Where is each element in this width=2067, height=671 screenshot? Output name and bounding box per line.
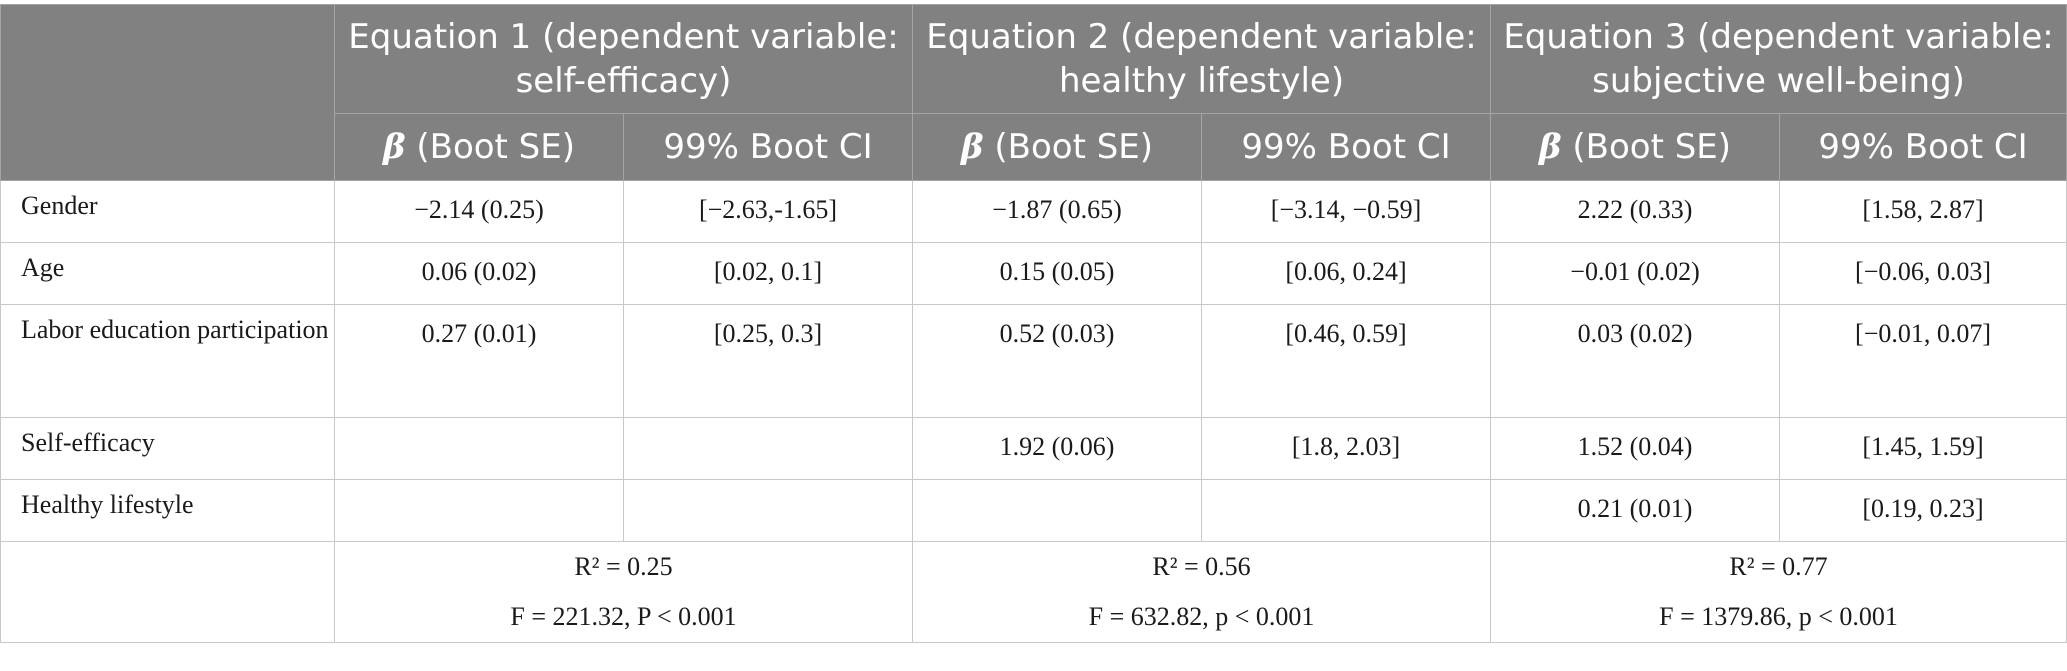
table-cell: [1.45, 1.59]	[1779, 417, 2067, 480]
stats-label-cell	[0, 541, 335, 643]
table-cell: −0.01 (0.02)	[1490, 242, 1781, 305]
table-cell: [0.46, 0.59]	[1201, 304, 1492, 418]
table-row: Healthy lifestyle 0.21 (0.01) [0.19, 0.2…	[0, 479, 2067, 542]
table-cell	[1201, 479, 1492, 542]
corner-cell	[0, 4, 335, 181]
table-cell: [1.58, 2.87]	[1779, 180, 2067, 243]
table-cell	[912, 479, 1203, 542]
row-label: Age	[0, 242, 335, 305]
table-cell: 0.03 (0.02)	[1490, 304, 1781, 418]
equation-2-header: Equation 2 (dependent variable: healthy …	[912, 4, 1492, 114]
table-cell	[334, 417, 624, 480]
equation-3-header: Equation 3 (dependent variable: subjecti…	[1490, 4, 2067, 114]
table-cell: [0.19, 0.23]	[1779, 479, 2067, 542]
f-statistic-value: F = 1379.86, p < 0.001	[1659, 602, 1898, 631]
row-label: Self-efficacy	[0, 417, 335, 480]
equation-3-stats: R² = 0.77 F = 1379.86, p < 0.001	[1490, 541, 2067, 643]
table-cell: [1.8, 2.03]	[1201, 417, 1492, 480]
table-cell	[622, 417, 914, 480]
row-label: Healthy lifestyle	[0, 479, 335, 542]
table-row: Gender −2.14 (0.25) [−2.63,-1.65] −1.87 …	[0, 180, 2067, 243]
ci-header: 99% Boot CI	[1779, 113, 2067, 181]
equation-2-stats: R² = 0.56 F = 632.82, p < 0.001	[912, 541, 1492, 643]
table-cell: [−2.63,-1.65]	[622, 180, 914, 243]
row-label: Labor education participation	[0, 304, 335, 418]
table-row: Age 0.06 (0.02) [0.02, 0.1] 0.15 (0.05) …	[0, 242, 2067, 305]
table-cell: [0.06, 0.24]	[1201, 242, 1492, 305]
table-row: Self-efficacy 1.92 (0.06) [1.8, 2.03] 1.…	[0, 417, 2067, 480]
table-cell	[334, 479, 624, 542]
beta-header: β (Boot SE)	[334, 113, 624, 181]
beta-header: β (Boot SE)	[912, 113, 1203, 181]
table-cell: 0.06 (0.02)	[334, 242, 624, 305]
r-squared-value: R² = 0.56	[1152, 552, 1251, 581]
stats-row: R² = 0.25 F = 221.32, P < 0.001 R² = 0.5…	[0, 541, 2067, 643]
table-cell: [0.25, 0.3]	[622, 304, 914, 418]
table-cell: 0.21 (0.01)	[1490, 479, 1781, 542]
row-label: Gender	[0, 180, 335, 243]
table-cell	[622, 479, 914, 542]
table-cell: [0.02, 0.1]	[622, 242, 914, 305]
table-cell: [−3.14, −0.59]	[1201, 180, 1492, 243]
table-cell: [−0.06, 0.03]	[1779, 242, 2067, 305]
ci-header: 99% Boot CI	[1201, 113, 1492, 181]
f-statistic-value: F = 221.32, P < 0.001	[510, 602, 737, 631]
table-cell: 2.22 (0.33)	[1490, 180, 1781, 243]
r-squared-value: R² = 0.77	[1729, 552, 1828, 581]
f-statistic-value: F = 632.82, p < 0.001	[1088, 602, 1315, 631]
table-row: Labor education participation 0.27 (0.01…	[0, 304, 2067, 418]
table-cell: −1.87 (0.65)	[912, 180, 1203, 243]
ci-header: 99% Boot CI	[622, 113, 914, 181]
table-cell: 0.27 (0.01)	[334, 304, 624, 418]
equation-1-stats: R² = 0.25 F = 221.32, P < 0.001	[333, 541, 914, 643]
table-cell: 1.52 (0.04)	[1490, 417, 1781, 480]
r-squared-value: R² = 0.25	[574, 552, 673, 581]
table-cell: −2.14 (0.25)	[334, 180, 624, 243]
beta-header: β (Boot SE)	[1490, 113, 1781, 181]
table-cell: 0.15 (0.05)	[912, 242, 1203, 305]
table-cell: 0.52 (0.03)	[912, 304, 1203, 418]
table-cell: 1.92 (0.06)	[912, 417, 1203, 480]
equation-1-header: Equation 1 (dependent variable: self-eff…	[333, 4, 914, 114]
regression-table: Equation 1 (dependent variable: self-eff…	[0, 4, 2067, 643]
table-cell: [−0.01, 0.07]	[1779, 304, 2067, 418]
